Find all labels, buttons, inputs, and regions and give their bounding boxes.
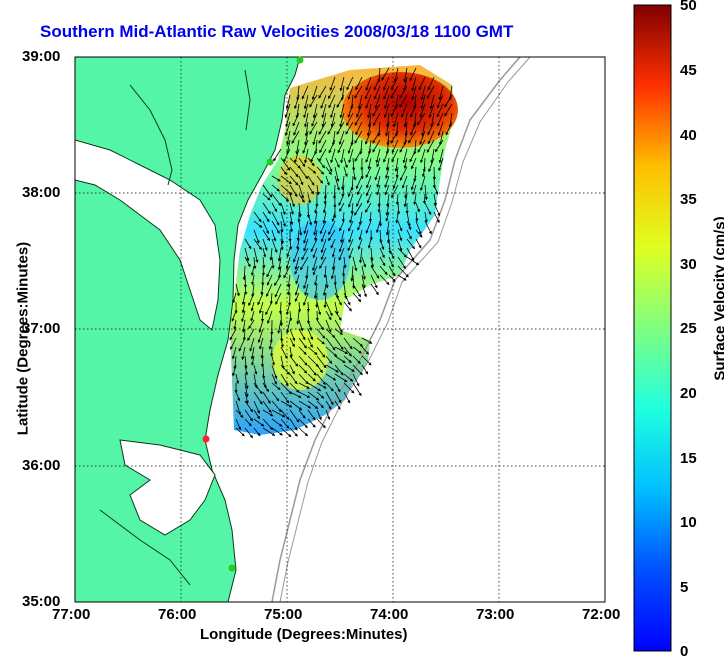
y-tick: 36:00 bbox=[22, 457, 60, 474]
y-tick: 38:00 bbox=[22, 184, 60, 201]
x-tick: 74:00 bbox=[370, 606, 408, 623]
x-tick: 72:00 bbox=[582, 606, 620, 623]
colorbar-tick: 45 bbox=[680, 62, 697, 79]
station-marker bbox=[229, 565, 236, 572]
colorbar-tick: 0 bbox=[680, 643, 688, 660]
colorbar bbox=[634, 5, 671, 651]
y-axis-label: Latitude (Degrees:Minutes) bbox=[15, 224, 32, 454]
colorbar-label: Surface Velocity (cm/s) bbox=[712, 179, 724, 419]
station-marker bbox=[203, 436, 210, 443]
y-tick: 39:00 bbox=[22, 48, 60, 65]
colorbar-tick: 35 bbox=[680, 191, 697, 208]
colorbar-tick: 25 bbox=[680, 320, 697, 337]
colorbar-tick: 50 bbox=[680, 0, 697, 14]
colorbar-tick: 40 bbox=[680, 127, 697, 144]
x-tick: 77:00 bbox=[52, 606, 90, 623]
colorbar-tick: 10 bbox=[680, 514, 697, 531]
colorbar-tick: 30 bbox=[680, 256, 697, 273]
colorbar-tick: 20 bbox=[680, 385, 697, 402]
station-marker bbox=[267, 159, 274, 166]
x-tick: 73:00 bbox=[476, 606, 514, 623]
colorbar-tick: 15 bbox=[680, 450, 697, 467]
x-tick: 75:00 bbox=[264, 606, 302, 623]
colorbar-tick: 5 bbox=[680, 579, 688, 596]
x-tick: 76:00 bbox=[158, 606, 196, 623]
station-marker bbox=[297, 57, 304, 64]
x-axis-label: Longitude (Degrees:Minutes) bbox=[200, 626, 408, 643]
